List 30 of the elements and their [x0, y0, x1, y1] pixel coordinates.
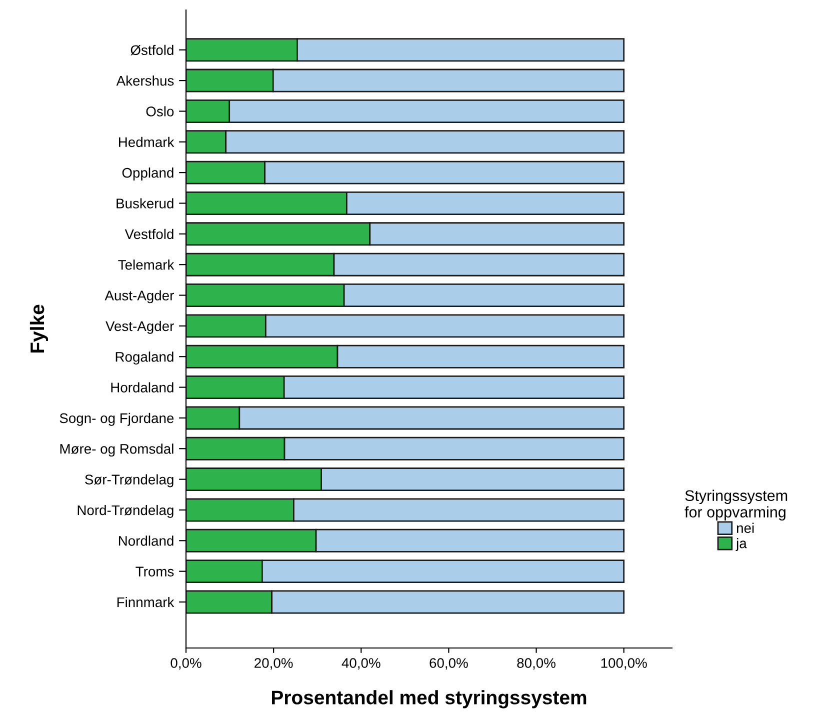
- x-axis-title: Prosentandel med styringssystem: [272, 690, 586, 708]
- x-tick-label: 80,0%: [517, 658, 556, 670]
- y-tick-label: Akershus: [116, 76, 174, 86]
- y-tick-label: Troms: [136, 566, 174, 576]
- y-tick-label: Rogaland: [116, 352, 174, 365]
- y-tick-label: Østfold: [130, 44, 174, 56]
- x-tick-label: 0,0%: [170, 658, 202, 670]
- y-tick-label: Nord-Trøndelag: [78, 504, 174, 518]
- y-tick-label: Hedmark: [118, 136, 174, 148]
- y-tick-label: Oppland: [122, 168, 174, 180]
- y-tick-label: Sør-Trøndelag: [85, 474, 174, 488]
- x-tick-label: 100,0%: [601, 658, 647, 670]
- y-tick-label: Aust-Agder: [104, 290, 174, 304]
- y-tick-label: Møre- og Romsdal: [60, 444, 174, 457]
- x-tick-label: 20,0%: [254, 658, 293, 670]
- y-tick-label: Sogn- og Fjordane: [60, 412, 174, 426]
- x-tick-label: 40,0%: [342, 658, 380, 670]
- y-tick-label: Buskerud: [116, 198, 174, 208]
- y-tick-label: Oslo: [146, 106, 174, 116]
- y-tick-label: Hordaland: [111, 382, 174, 392]
- legend-title: Styringssystem for oppvarming: [684, 490, 788, 521]
- y-tick-label: Vest-Agder: [106, 320, 174, 334]
- y-tick-label: Nordland: [118, 536, 174, 546]
- y-axis-title: Fylke: [30, 304, 48, 353]
- y-tick-label: Telemark: [118, 260, 174, 270]
- y-tick-label: Finnmark: [117, 596, 174, 608]
- legend-label: nei: [736, 522, 754, 534]
- legend-label: ja: [736, 538, 747, 551]
- x-tick-label: 60,0%: [430, 658, 468, 670]
- y-tick-label: Vestfold: [124, 228, 174, 240]
